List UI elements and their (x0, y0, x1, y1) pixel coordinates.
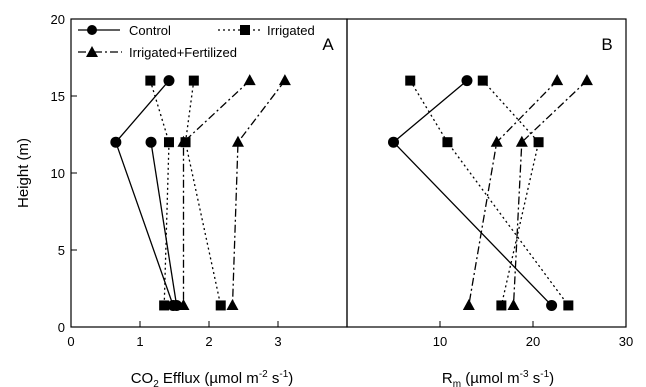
point-a-irrigated-2-0 (145, 75, 156, 86)
point-b-control-0-0 (461, 75, 473, 87)
legend-control-label: Control (129, 23, 171, 38)
point-a-irrigated-3-0 (188, 75, 199, 86)
series-line-a-control-0 (115, 80, 174, 306)
y-axis-label: Height (m) (15, 138, 32, 208)
series-line-b-control-0 (392, 80, 553, 306)
series-line-a-irrigated-2 (149, 80, 170, 306)
x-tick-label-a-3: 3 (274, 334, 281, 349)
point-a-irrigated-fertilized-4-0 (243, 74, 256, 86)
x-axis-label-b: Rm (µmol m-3 s-1) (442, 369, 554, 387)
point-a-control-0-1 (110, 136, 122, 148)
series-line-b-irrigated-2 (482, 80, 540, 306)
point-b-irrigated-fertilized-4-2 (507, 298, 520, 310)
panel-a-frame (70, 18, 348, 328)
legend-irrfert-label: Irrigated+Fertilized (129, 45, 237, 60)
legend-irrigated-marker (240, 25, 250, 35)
legend-control-marker (87, 25, 97, 35)
series-line-b-irrigated-1 (409, 80, 569, 306)
x-tick-label-a-1: 1 (136, 334, 143, 349)
point-b-irrigated-1-2 (563, 300, 574, 311)
point-b-irrigated-fertilized-3-2 (462, 298, 475, 310)
point-b-irrigated-fertilized-3-1 (490, 135, 503, 147)
legend-irrfert-marker (86, 46, 98, 57)
point-a-irrigated-2-2 (159, 300, 170, 311)
point-a-irrigated-fertilized-4-2 (177, 298, 190, 310)
panel-a-letter: A (322, 35, 334, 54)
point-b-irrigated-fertilized-3-0 (551, 74, 564, 86)
point-b-irrigated-1-1 (442, 137, 453, 148)
x-tick-label-b-30: 30 (619, 334, 633, 349)
legend: Control Irrigated Irrigated+Fertilized (78, 23, 315, 60)
point-b-irrigated-fertilized-4-1 (515, 135, 528, 147)
panel-b-letter: B (601, 35, 612, 54)
y-tick-label-5: 5 (58, 243, 65, 258)
point-b-control-0-1 (388, 136, 399, 148)
x-tick-label-a-0: 0 (67, 334, 74, 349)
y-tick-label-10: 10 (51, 166, 65, 181)
point-a-irrigated-fertilized-4-1 (177, 135, 190, 147)
x-axis-label-a: CO2 Efflux (µmol m-2 s-1) (131, 369, 294, 387)
series-line-a-irrigated-fertilized-4 (182, 80, 251, 306)
x-tick-label-b-20: 20 (526, 334, 540, 349)
y-tick-label-15: 15 (51, 89, 65, 104)
point-a-control-0-0 (163, 75, 175, 87)
point-a-control-1-0 (145, 136, 157, 148)
series-line-a-control-1 (150, 142, 178, 306)
series-line-a-irrigated-fertilized-5 (231, 80, 286, 306)
point-a-irrigated-2-1 (163, 137, 174, 148)
point-b-irrigated-2-1 (533, 137, 544, 148)
x-tick-label-a-2: 2 (205, 334, 212, 349)
point-a-irrigated-fertilized-5-2 (226, 298, 239, 310)
x-tick-label-b-10: 10 (433, 334, 447, 349)
series-line-a-irrigated-3 (184, 80, 222, 306)
legend-irrigated-label: Irrigated (267, 23, 315, 38)
y-tick-label-0: 0 (58, 320, 65, 335)
point-a-irrigated-fertilized-5-0 (278, 74, 291, 86)
point-b-irrigated-2-0 (477, 75, 488, 86)
point-a-irrigated-fertilized-5-1 (231, 135, 244, 147)
series-line-b-irrigated-fertilized-4 (512, 80, 588, 306)
panel-b-frame (346, 18, 627, 328)
point-b-irrigated-fertilized-4-0 (580, 74, 593, 86)
point-a-irrigated-3-2 (215, 300, 226, 311)
point-b-control-0-2 (546, 299, 558, 311)
point-b-irrigated-2-2 (496, 300, 507, 311)
point-b-irrigated-1-0 (405, 75, 416, 86)
y-tick-label-20: 20 (51, 12, 65, 27)
